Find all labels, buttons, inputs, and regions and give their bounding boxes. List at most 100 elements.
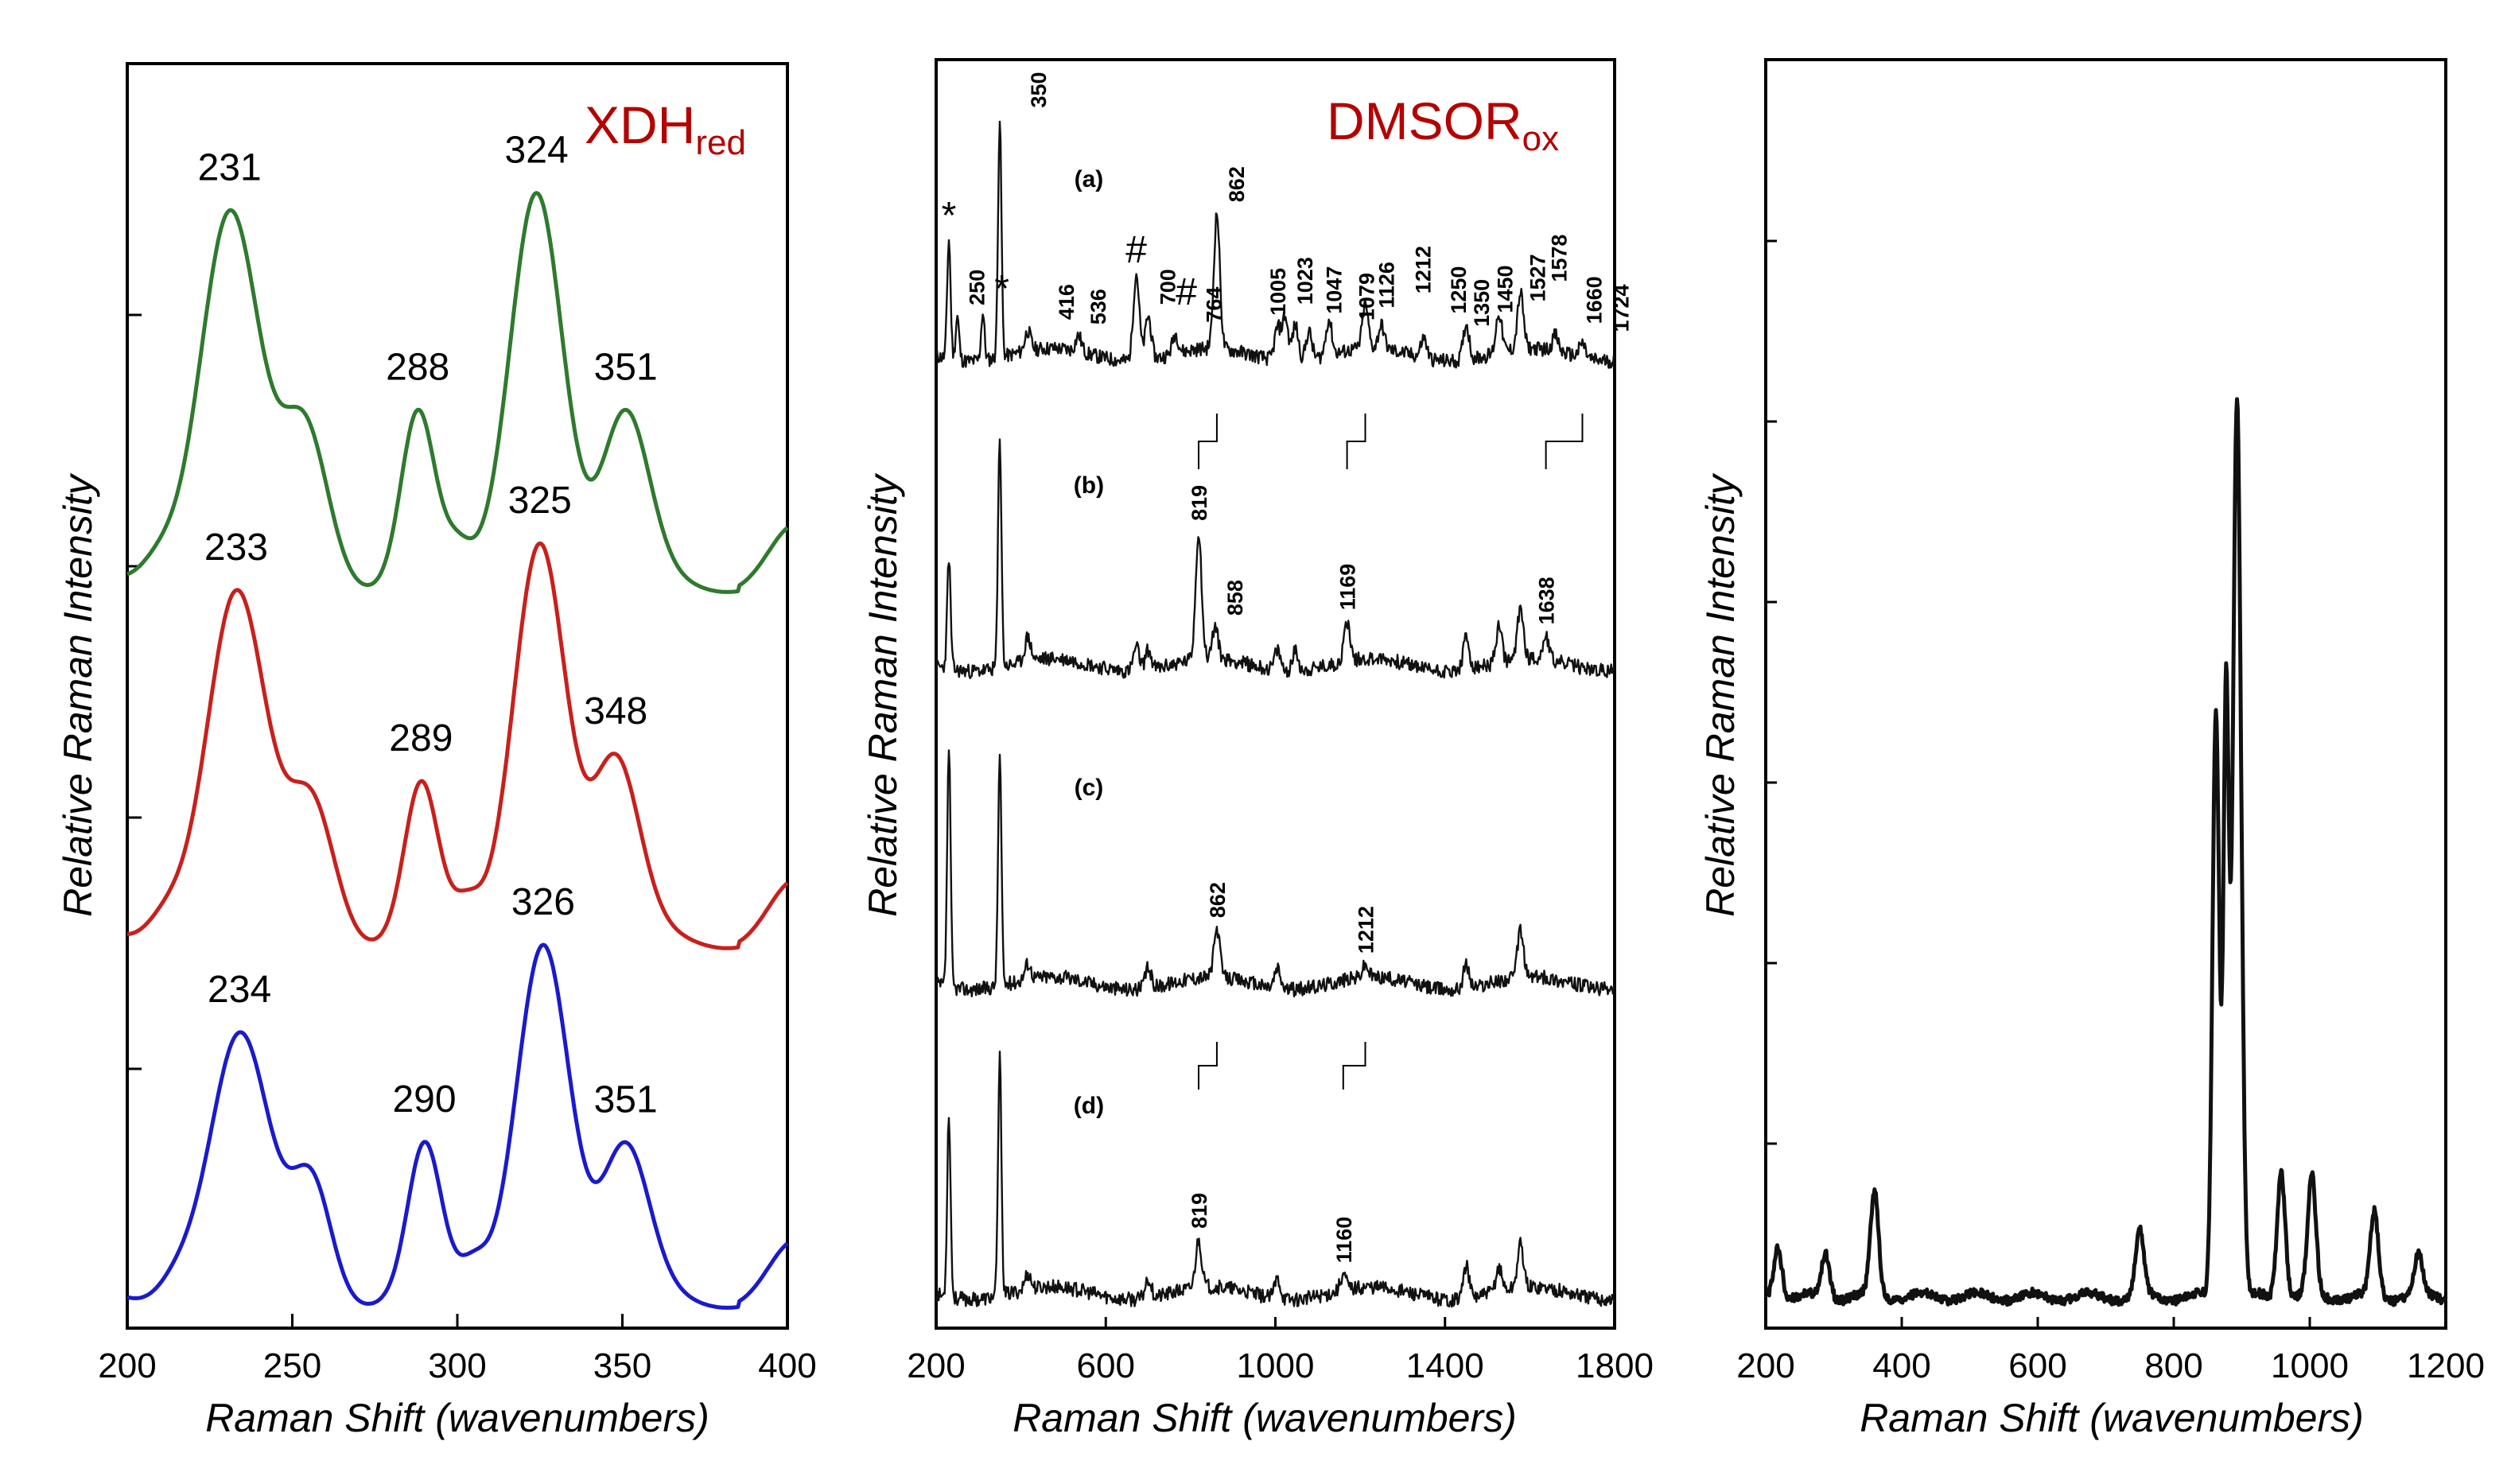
xdh-peak-label: 325 [508,480,572,522]
dmsor-peak-label: * [994,268,1009,310]
dmsor-x-tick-label: 200 [907,1346,965,1385]
dmsor-peak-label: 1160 [1332,1217,1356,1264]
dmsor-peak-label: 1578 [1548,235,1572,282]
xdh-x-tick-label: 400 [758,1346,816,1385]
dmsor-trace [935,438,1616,679]
dmsor-peak-label: 1005 [1266,268,1290,316]
xdh-y-axis-label: Relative Raman Intensity [56,472,100,917]
xdh-peak-label: 231 [198,147,262,189]
dmsor-x-tick-label: 600 [1077,1346,1135,1385]
xdh-y-ticks [127,313,142,1070]
dmsor-peak-label: 1638 [1535,577,1559,624]
dmsor-traces: (a) (b) (c) (d) [935,120,1616,1308]
dmsor-peak-label: 1660 [1582,276,1606,324]
xdh-peak-label: 351 [594,1078,658,1121]
xdh-peak-label: 288 [386,347,449,389]
dmsor-x-tick-label: 1000 [1237,1346,1315,1385]
xdh-trace-green [126,191,789,594]
dmsor-peak-label: 1079 [1355,273,1379,320]
dmsor-shift-marker [1342,1042,1366,1090]
dmsor-shift-marker [1198,414,1218,469]
dmsor-peak-label: 536 [1086,289,1110,324]
dmsor-peak-label: 1350 [1470,279,1494,327]
dmsor-peak-label: 862 [1206,882,1230,918]
dmsor-peak-label: # [1176,271,1197,313]
dmsor-plot-frame [935,58,1616,1330]
dmsor-ox-panel: 200 600 1000 1400 1800 (a)(b)(c)(d) *250 *350… [861,58,1654,1440]
spectrum3-x-tick-label: 1000 [2271,1346,2349,1385]
dmsor-peak-label: * [942,195,957,237]
xdh-trace-blue [126,942,789,1310]
dmsor-peak-label: 862 [1225,166,1249,202]
dmsor-shift-marker [1545,414,1584,469]
dmsor-peak-label: 1169 [1336,564,1360,611]
dmsor-peak-label: 700 [1156,269,1180,305]
xdh-x-tick-label: 200 [98,1346,156,1385]
dmsor-title: DMSORox [1327,91,1559,158]
spectrum3-x-tick-label: 600 [2008,1346,2066,1385]
third-spectrum-panel: 200 400 600 800 1000 1200 Raman Shift (wavenu… [1698,58,2485,1440]
dmsor-trace [935,120,1615,369]
xdh-peak-label: 351 [594,346,658,388]
dmsor-peak-label: 858 [1223,580,1247,616]
dmsor-peak-label: 819 [1187,485,1211,521]
dmsor-peak-label: 1250 [1447,266,1471,314]
dmsor-peak-label: # [1125,229,1147,271]
dmsor-y-axis-label: Relative Raman Intensity [861,472,905,917]
spectrum3-x-tick-label: 200 [1736,1346,1794,1385]
xdh-trace-red [126,541,789,950]
spectrum3-plot-frame [1764,58,2447,1330]
dmsor-peak-label: 350 [1027,72,1051,107]
spectrum3-series [1764,397,2448,1307]
xdh-peak-label: 326 [511,881,575,923]
dmsor-x-axis-label: Raman Shift (wavenumbers) [1013,1396,1517,1440]
spectrum3-x-ticks: 200 400 600 800 1000 1200 [1736,1317,2485,1385]
xdh-x-axis-label: Raman Shift (wavenumbers) [205,1396,709,1440]
dmsor-trace-label: (c) [1075,775,1104,801]
dmsor-x-tick-label: 1400 [1406,1346,1484,1385]
xdh-x-ticks: 200 250 300 350 400 [98,1314,817,1385]
spectrum3-x-tick-label: 1200 [2407,1346,2485,1385]
dmsor-trace [935,1051,1616,1308]
xdh-peak-label: 324 [505,130,569,172]
spectrum3-x-tick-label: 400 [1872,1346,1930,1385]
dmsor-peak-label: 416 [1055,284,1079,320]
xdh-red-panel: 200 250 300 350 400 231 288 324 351 233 289 325 348… [56,62,817,1440]
xdh-plot-frame [126,62,789,1330]
spectrum3-x-axis-label: Raman Shift (wavenumbers) [1860,1396,2364,1440]
xdh-x-tick-label: 350 [593,1346,651,1385]
dmsor-peak-label: 250 [966,270,989,305]
xdh-x-tick-label: 250 [263,1346,321,1385]
dmsor-trace-label: (b) [1074,472,1104,499]
dmsor-peak-label: 1450 [1493,266,1517,313]
dmsor-peak-label: 819 [1187,1193,1211,1229]
xdh-peak-label: 234 [208,969,271,1011]
xdh-peak-label: 289 [389,717,453,759]
dmsor-peak-label: 764 [1203,287,1226,323]
xdh-peak-labels: 231 288 324 351 233 289 325 348 234 290 326 351 [198,130,658,1121]
dmsor-peak-label: 1023 [1293,257,1317,305]
dmsor-x-tick-label: 1800 [1576,1346,1654,1385]
spectrum3-x-tick-label: 800 [2144,1346,2202,1385]
dmsor-trace-label: (a) [1075,166,1104,192]
dmsor-peak-label: 1724 [1609,284,1633,332]
spectrum3-trace [1764,397,2448,1307]
spectrum3-y-axis-label: Relative Raman Intensity [1698,472,1743,917]
xdh-series [126,191,789,1310]
xdh-peak-label: 348 [584,690,647,732]
xdh-peak-label: 290 [392,1078,456,1121]
dmsor-trace-label: (d) [1074,1093,1104,1119]
spectrum3-y-ticks [1766,239,1777,1145]
xdh-x-tick-label: 300 [428,1346,486,1385]
xdh-peak-label: 233 [204,526,268,569]
dmsor-x-ticks: 200 600 1000 1400 1800 [907,1317,1654,1385]
xdh-title: XDHred [585,95,746,162]
dmsor-peak-label: 1212 [1412,246,1436,293]
dmsor-peak-label: 1047 [1323,266,1347,314]
dmsor-shift-marker [1198,1042,1218,1090]
dmsor-peak-label: 1126 [1375,262,1399,309]
dmsor-peak-label: 1527 [1526,254,1549,301]
dmsor-shift-marker [1346,414,1366,469]
